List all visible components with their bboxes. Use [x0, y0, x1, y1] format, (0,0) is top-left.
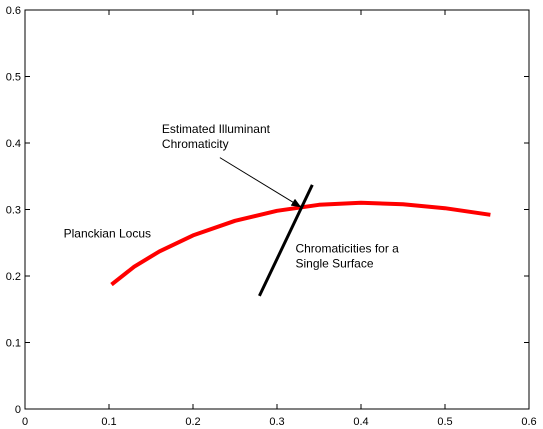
series-layer — [110, 184, 491, 297]
y-tick-label: 0 — [15, 404, 21, 416]
annotation-layer: Planckian Locus Chromaticities for a Singl… — [64, 122, 400, 271]
ticks-layer: 0 0.1 0.2 0.3 0.4 0.5 0.6 0 0.1 0.2 0.3 0.4 0.5 0.6 — [6, 5, 537, 428]
annotation-surface: Chromaticities for a Single Surface — [295, 242, 399, 271]
annotation-line: Chromaticities for a — [295, 242, 399, 256]
annotation-arrow — [219, 157, 302, 208]
annotation-line: Single Surface — [295, 257, 373, 271]
x-tick-label: 0.5 — [437, 416, 452, 428]
annotation-illuminant: Estimated Illuminant Chromaticity — [162, 122, 271, 151]
x-tick-label: 0.2 — [185, 416, 200, 428]
plot-frame — [24, 9, 530, 410]
annotation-planckian: Planckian Locus — [64, 226, 151, 240]
y-tick-label: 0.2 — [6, 271, 21, 283]
x-tick-label: 0.6 — [521, 416, 536, 428]
y-tick-label: 0.4 — [6, 138, 21, 150]
y-tick-label: 0.6 — [6, 5, 21, 17]
single-surface-line — [258, 184, 314, 297]
annotation-line: Planckian Locus — [64, 226, 151, 240]
annotation-line: Estimated Illuminant — [162, 122, 271, 136]
planckian-locus-line — [110, 200, 491, 287]
x-tick-label: 0.1 — [101, 416, 116, 428]
y-tick-label: 0.1 — [6, 338, 21, 350]
x-tick-label: 0.4 — [353, 416, 368, 428]
x-tick-label: 0 — [22, 416, 28, 428]
x-tick-label: 0.3 — [269, 416, 284, 428]
annotation-line: Chromaticity — [162, 137, 229, 151]
y-tick-label: 0.3 — [6, 205, 21, 217]
y-tick-label: 0.5 — [6, 72, 21, 84]
